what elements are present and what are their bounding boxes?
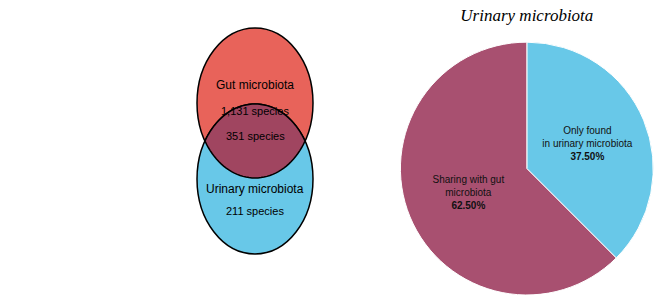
svg-text:Gut microbiota: Gut microbiota	[216, 78, 294, 92]
svg-text:351 species: 351 species	[226, 130, 285, 142]
svg-text:1,131 species: 1,131 species	[221, 105, 289, 117]
svg-text:Only foundin urinary microbiot: Only foundin urinary microbiota37.50%	[542, 125, 632, 162]
svg-text:211 species: 211 species	[226, 205, 284, 217]
svg-text:Urinary microbiota: Urinary microbiota	[460, 6, 593, 25]
svg-text:Urinary microbiota: Urinary microbiota	[206, 182, 304, 196]
svg-text:Sharing with gutmicrobiota62.5: Sharing with gutmicrobiota62.50%	[432, 174, 504, 211]
